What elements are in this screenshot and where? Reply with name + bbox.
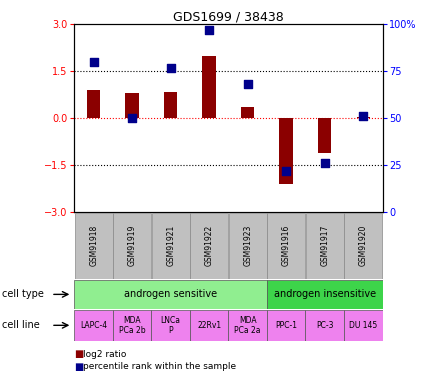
- FancyBboxPatch shape: [306, 213, 343, 279]
- FancyBboxPatch shape: [151, 310, 190, 341]
- Bar: [280, 118, 293, 184]
- FancyBboxPatch shape: [344, 310, 383, 341]
- FancyBboxPatch shape: [113, 310, 151, 341]
- Point: [90, 59, 97, 65]
- Bar: [87, 90, 100, 118]
- Text: LAPC-4: LAPC-4: [80, 321, 107, 330]
- Bar: [125, 93, 139, 118]
- Text: GSM91920: GSM91920: [359, 225, 368, 266]
- Text: GSM91917: GSM91917: [320, 225, 329, 266]
- Text: MDA
PCa 2a: MDA PCa 2a: [235, 316, 261, 335]
- Text: GSM91921: GSM91921: [166, 225, 175, 266]
- Point: [167, 64, 174, 70]
- Text: MDA
PCa 2b: MDA PCa 2b: [119, 316, 145, 335]
- FancyBboxPatch shape: [306, 310, 344, 341]
- FancyBboxPatch shape: [344, 213, 382, 279]
- Bar: [164, 92, 177, 118]
- FancyBboxPatch shape: [267, 213, 305, 279]
- Bar: [202, 56, 216, 118]
- FancyBboxPatch shape: [74, 310, 113, 341]
- Text: GSM91918: GSM91918: [89, 225, 98, 266]
- Text: GSM91923: GSM91923: [243, 225, 252, 266]
- Point: [206, 27, 212, 33]
- Point: [244, 81, 251, 87]
- Text: LNCa
P: LNCa P: [161, 316, 181, 335]
- FancyBboxPatch shape: [190, 213, 228, 279]
- Text: androgen insensitive: androgen insensitive: [274, 290, 376, 299]
- FancyBboxPatch shape: [113, 213, 151, 279]
- Point: [321, 160, 328, 166]
- Point: [360, 113, 367, 119]
- Text: percentile rank within the sample: percentile rank within the sample: [83, 362, 236, 371]
- FancyBboxPatch shape: [229, 213, 266, 279]
- Text: PC-3: PC-3: [316, 321, 334, 330]
- Text: DU 145: DU 145: [349, 321, 377, 330]
- Text: cell type: cell type: [2, 290, 44, 299]
- Text: log2 ratio: log2 ratio: [83, 350, 126, 359]
- Bar: [357, 117, 370, 118]
- FancyBboxPatch shape: [267, 310, 306, 341]
- Text: PPC-1: PPC-1: [275, 321, 297, 330]
- Point: [283, 168, 289, 174]
- Text: GSM91919: GSM91919: [128, 225, 137, 266]
- Bar: [318, 118, 332, 153]
- Text: 22Rv1: 22Rv1: [197, 321, 221, 330]
- Point: [129, 115, 136, 121]
- FancyBboxPatch shape: [267, 280, 382, 309]
- Text: ■: ■: [74, 362, 84, 372]
- FancyBboxPatch shape: [75, 213, 113, 279]
- Text: GSM91922: GSM91922: [205, 225, 214, 266]
- Bar: [241, 107, 255, 118]
- FancyBboxPatch shape: [190, 310, 229, 341]
- Title: GDS1699 / 38438: GDS1699 / 38438: [173, 10, 284, 23]
- Text: cell line: cell line: [2, 320, 40, 330]
- FancyBboxPatch shape: [229, 310, 267, 341]
- Text: androgen sensitive: androgen sensitive: [124, 290, 217, 299]
- FancyBboxPatch shape: [152, 213, 190, 279]
- Text: GSM91916: GSM91916: [282, 225, 291, 266]
- FancyBboxPatch shape: [74, 280, 267, 309]
- Text: ■: ■: [74, 350, 84, 359]
